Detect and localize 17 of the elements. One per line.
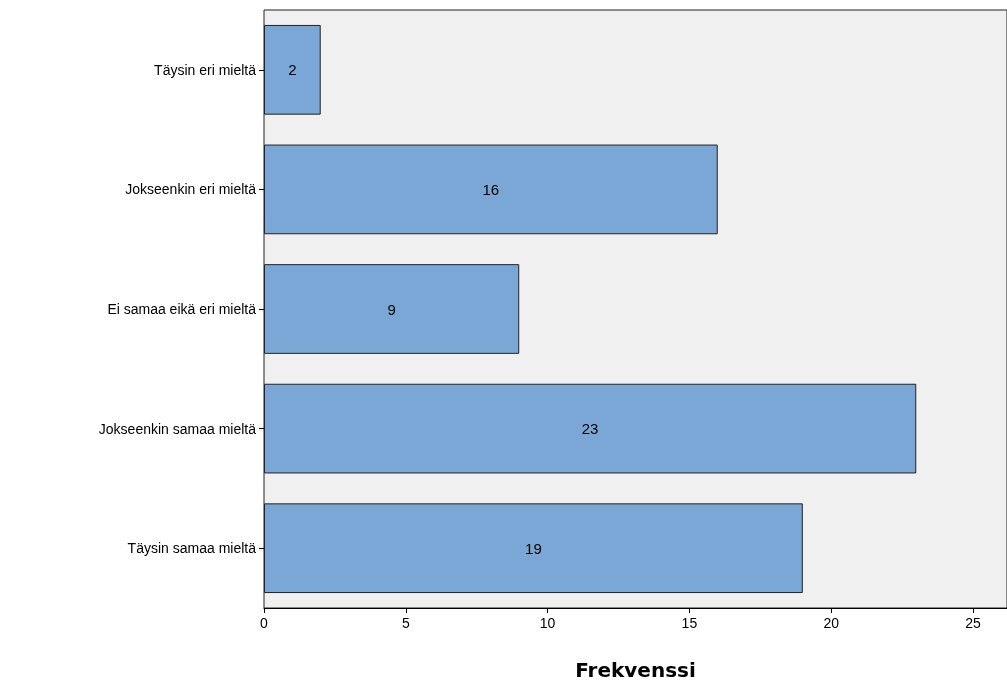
data-label: 16 xyxy=(482,180,500,198)
y-tick-label: Jokseenkin samaa mieltä xyxy=(98,420,257,437)
x-tick-label: 10 xyxy=(539,615,556,631)
x-tick-label: 25 xyxy=(965,615,981,631)
data-label: 19 xyxy=(525,539,542,557)
x-tick-label: 5 xyxy=(401,615,410,631)
y-tick-label: Jokseenkin eri mieltä xyxy=(125,181,257,198)
x-axis-title: Frekvenssi xyxy=(575,658,696,682)
data-label: 9 xyxy=(387,300,396,318)
data-label: 23 xyxy=(581,420,599,438)
y-tick-label: Ei samaa eikä eri mieltä xyxy=(107,301,257,317)
x-tick-label: 0 xyxy=(260,615,269,631)
x-tick-label: 20 xyxy=(823,615,840,631)
data-label: 2 xyxy=(288,61,297,79)
x-tick-label: 15 xyxy=(681,615,698,631)
y-tick-label: Täysin samaa mieltä xyxy=(127,540,257,557)
y-tick-label: Täysin eri mieltä xyxy=(154,61,257,78)
